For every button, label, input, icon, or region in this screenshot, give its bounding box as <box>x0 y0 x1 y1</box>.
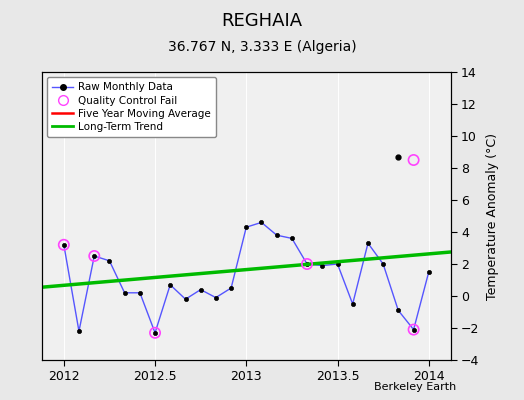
Raw Monthly Data <box>380 262 386 266</box>
Raw Monthly Data <box>243 225 249 230</box>
Raw Monthly Data <box>152 330 158 335</box>
Raw Monthly Data <box>76 329 82 334</box>
Point <box>409 157 418 163</box>
Raw Monthly Data <box>106 258 113 263</box>
Raw Monthly Data <box>213 295 219 300</box>
Raw Monthly Data <box>410 327 417 332</box>
Text: Berkeley Earth: Berkeley Earth <box>374 382 456 392</box>
Raw Monthly Data <box>274 233 280 238</box>
Raw Monthly Data <box>304 262 310 266</box>
Raw Monthly Data <box>334 262 341 266</box>
Y-axis label: Temperature Anomaly (°C): Temperature Anomaly (°C) <box>486 132 499 300</box>
Text: REGHAIA: REGHAIA <box>222 12 302 30</box>
Quality Control Fail <box>409 326 418 333</box>
Line: Raw Monthly Data: Raw Monthly Data <box>62 220 431 335</box>
Raw Monthly Data <box>167 282 173 287</box>
Quality Control Fail <box>60 242 68 248</box>
Raw Monthly Data <box>289 236 295 241</box>
Raw Monthly Data <box>365 241 371 246</box>
Raw Monthly Data <box>122 290 128 295</box>
Raw Monthly Data <box>350 302 356 306</box>
Raw Monthly Data <box>198 287 204 292</box>
Raw Monthly Data <box>91 254 97 258</box>
Text: 36.767 N, 3.333 E (Algeria): 36.767 N, 3.333 E (Algeria) <box>168 40 356 54</box>
Raw Monthly Data <box>319 263 325 268</box>
Quality Control Fail <box>151 330 159 336</box>
Raw Monthly Data <box>137 290 143 295</box>
Raw Monthly Data <box>425 270 432 274</box>
Raw Monthly Data <box>258 220 265 225</box>
Raw Monthly Data <box>61 242 67 247</box>
Raw Monthly Data <box>228 286 234 290</box>
Raw Monthly Data <box>395 308 401 313</box>
Raw Monthly Data <box>182 297 189 302</box>
Legend: Raw Monthly Data, Quality Control Fail, Five Year Moving Average, Long-Term Tren: Raw Monthly Data, Quality Control Fail, … <box>47 77 216 137</box>
Quality Control Fail <box>90 253 99 259</box>
Quality Control Fail <box>303 261 311 267</box>
